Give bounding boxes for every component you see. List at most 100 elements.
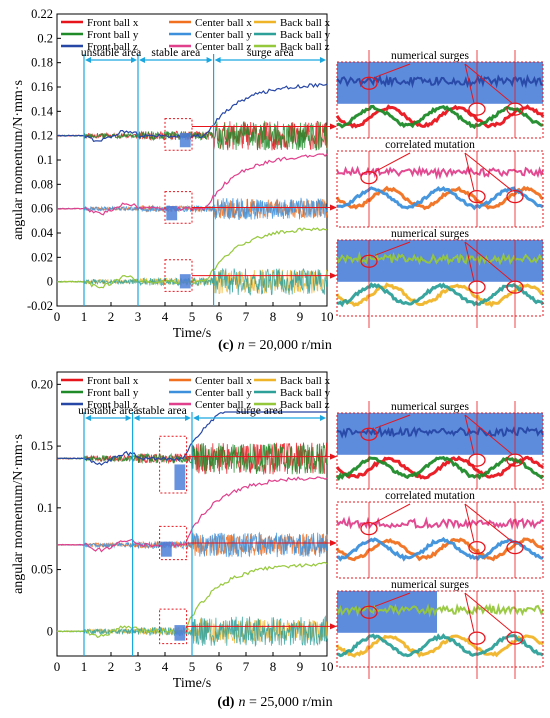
region-arrowhead <box>85 415 91 421</box>
inset-panel: correlated mutation <box>335 139 544 228</box>
x-tick-label: 0 <box>54 659 61 674</box>
region-label: surge area <box>247 47 294 59</box>
inset-marker-arrow <box>464 503 513 542</box>
inset-label: correlated mutation <box>385 490 475 502</box>
y-tick-label: 0.16 <box>31 80 53 94</box>
x-tick-label: 4 <box>162 659 169 674</box>
x-tick-label: 6 <box>216 309 223 324</box>
region-label: unstable area <box>81 47 141 59</box>
inset-frame <box>336 61 544 139</box>
inset-marker-arrow <box>464 63 513 104</box>
inset-frame <box>336 239 544 317</box>
inset-frame <box>336 412 544 490</box>
y-tick-label: 0.02 <box>31 250 53 264</box>
stable-zoom-box <box>159 525 188 561</box>
inset-marker-arrow <box>464 241 513 282</box>
x-tick-label: 3 <box>135 309 142 324</box>
legend-entry: Center ball z <box>195 399 251 411</box>
legend-entry: Center ball z <box>195 41 251 53</box>
legend-entry: Front ball x <box>87 17 139 29</box>
y-tick-label: 0.04 <box>31 226 54 240</box>
legend-entry: Center ball y <box>195 387 252 399</box>
inset-series-line <box>336 633 544 658</box>
legend-entry: Center ball x <box>195 375 252 387</box>
x-axis-label: Time/s <box>173 676 211 691</box>
inset-marker-arrow <box>374 592 411 607</box>
zoom-connector-arrowhead <box>330 204 337 211</box>
x-tick-label: 10 <box>321 659 334 674</box>
region-arrowhead <box>125 415 132 421</box>
caption-letter: (c) <box>218 338 234 353</box>
region-label: stable area <box>151 47 200 59</box>
inset-panel: numerical surges <box>335 228 545 328</box>
inset-series-line <box>335 537 545 562</box>
legend-entry: Front ball z <box>87 399 138 411</box>
region-arrowhead <box>85 57 91 63</box>
inset-frame <box>336 150 544 228</box>
region-label: stable area <box>138 405 187 417</box>
x-tick-label: 8 <box>270 309 277 324</box>
y-tick-label: -0.02 <box>27 299 53 313</box>
y-tick-label: 0.06 <box>31 202 53 216</box>
x-tick-label: 1 <box>81 309 88 324</box>
zoom-connector-arrowhead <box>330 540 337 547</box>
inset-panel: numerical surges <box>335 579 544 679</box>
region-arrowhead <box>320 415 326 421</box>
inset-series-line <box>336 104 544 130</box>
region-arrowhead <box>206 57 213 63</box>
zoom-connector-arrowhead <box>330 123 337 130</box>
stable-highlight <box>174 464 186 491</box>
inset-panel: correlated mutation <box>335 490 545 579</box>
stable-highlight <box>179 133 191 148</box>
region-arrowhead <box>193 415 199 421</box>
y-axis-label: angular momentum/N·mm·s <box>11 434 26 594</box>
y-tick-label: 0.20 <box>31 377 53 391</box>
region-label: unstable area <box>78 405 138 417</box>
x-tick-label: 7 <box>243 659 250 674</box>
x-tick-label: 5 <box>189 309 196 324</box>
x-tick-label: 9 <box>297 309 304 324</box>
legend-entry: Back ball y <box>280 29 331 41</box>
legend-entry: Back ball z <box>280 41 330 53</box>
x-tick-label: 7 <box>243 309 250 324</box>
x-tick-label: 9 <box>297 659 304 674</box>
region-arrowhead <box>214 57 221 63</box>
inset-label: numerical surges <box>391 401 470 413</box>
y-tick-label: 0 <box>47 275 53 289</box>
region-label: surge area <box>236 405 283 417</box>
legend-entry: Back ball x <box>280 17 331 29</box>
inset-series-line <box>337 186 544 211</box>
y-tick-label: 0.12 <box>31 129 53 143</box>
inset-series-line <box>336 251 544 266</box>
legend-entry: Back ball x <box>280 375 331 387</box>
x-tick-label: 3 <box>135 659 142 674</box>
stable-highlight <box>179 274 191 289</box>
inset-series-line <box>335 455 544 480</box>
inset-panel: numerical surges <box>335 50 545 139</box>
legend-entry: Center ball y <box>195 29 252 41</box>
legend-entry: Front ball z <box>87 41 138 53</box>
inset-marker-arrow <box>464 414 475 455</box>
y-tick-label: 0.1 <box>37 501 53 515</box>
inset-marker-arrow <box>374 152 411 173</box>
region-arrowhead <box>131 57 137 63</box>
region-arrowhead <box>320 57 326 63</box>
x-tick-label: 2 <box>108 309 115 324</box>
inset-series-line <box>336 424 544 439</box>
series-line-back-ball-z <box>56 227 328 289</box>
caption-text: = 25,000 r/min <box>245 695 332 710</box>
x-tick-label: 10 <box>321 309 334 324</box>
zoom-connector-arrowhead <box>330 272 337 279</box>
stable-highlight <box>166 206 178 221</box>
panel-caption: (d) n = 25,000 r/min <box>217 695 332 710</box>
inset-marker-arrow <box>464 152 513 191</box>
stable-zoom-box <box>164 259 193 292</box>
y-tick-label: 0.05 <box>31 563 53 577</box>
inset-marker-arrow <box>464 414 513 455</box>
inset-marker-arrow <box>464 152 475 191</box>
inset-series-line <box>335 185 544 211</box>
inset-marker-arrow <box>374 241 411 256</box>
